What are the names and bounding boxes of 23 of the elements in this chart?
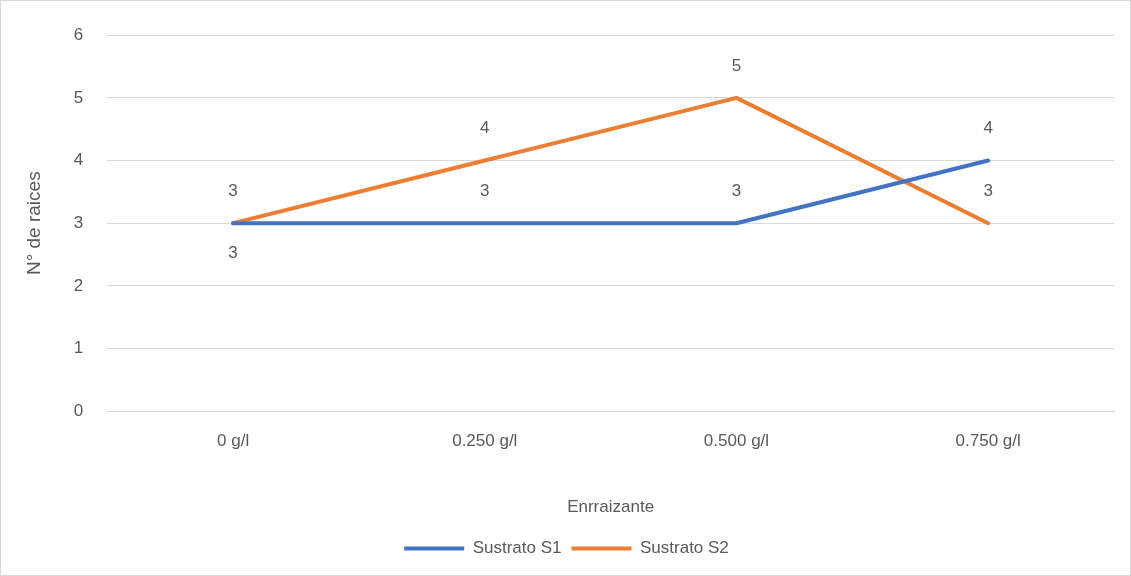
- y-tick-label: 3: [73, 212, 84, 232]
- y-tick-label: 1: [73, 338, 84, 358]
- y-tick-label: 4: [73, 150, 84, 170]
- data-label: 3: [731, 180, 742, 200]
- y-tick-label: 0: [73, 400, 84, 420]
- data-label: 3: [228, 180, 238, 200]
- data-label: 5: [731, 55, 742, 75]
- x-tick-label: 0.750 g/l: [955, 431, 1021, 451]
- y-tick-label: 2: [73, 275, 84, 295]
- data-label: 3: [228, 242, 238, 262]
- x-axis-title: Enrraizante: [567, 497, 655, 517]
- y-tick-label: 5: [73, 87, 84, 107]
- data-label: 3: [983, 180, 993, 200]
- legend-label: Sustrato S1: [472, 538, 562, 558]
- data-label: 3: [480, 180, 490, 200]
- x-tick-label: 0.500 g/l: [703, 431, 770, 451]
- legend-label: Sustrato S2: [640, 538, 729, 558]
- data-label: 4: [480, 118, 490, 138]
- y-tick-label: 6: [73, 24, 84, 44]
- x-tick-label: 0 g/l: [217, 431, 250, 451]
- x-tick-label: 0.250 g/l: [452, 431, 518, 451]
- y-axis-title: N° de raices: [22, 171, 44, 276]
- data-label: 4: [983, 118, 993, 138]
